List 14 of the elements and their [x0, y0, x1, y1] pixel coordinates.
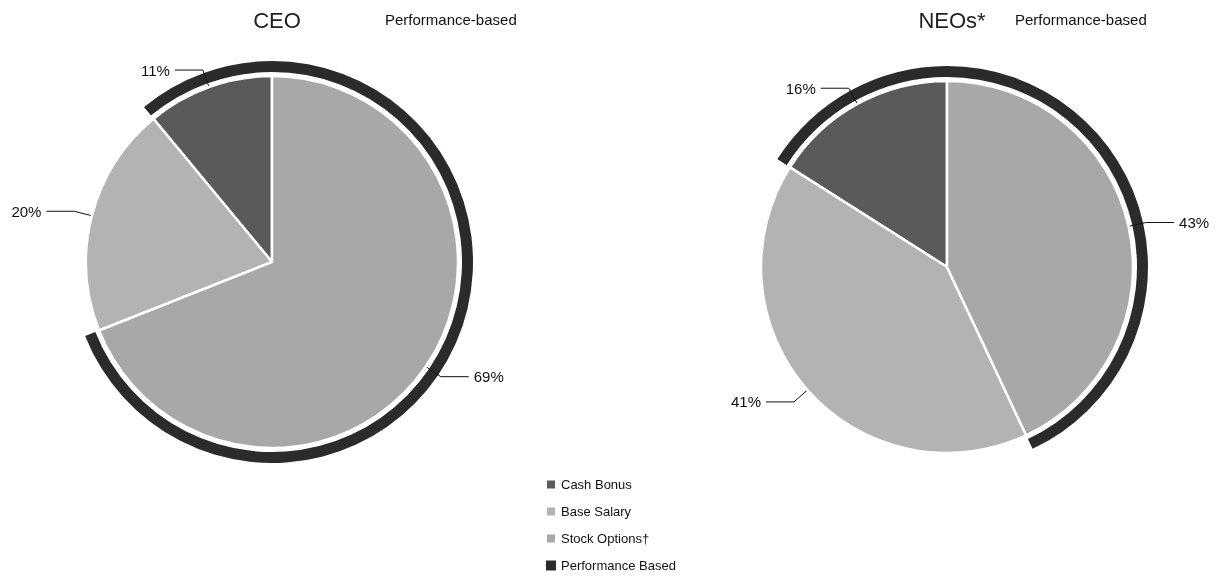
data-label: 43%: [1179, 214, 1210, 231]
text: Performance-based: [1015, 11, 1147, 28]
legend-label: Performance Based: [561, 558, 676, 573]
chart-title: CEO: [253, 7, 301, 33]
text: Performance-based: [385, 11, 517, 28]
data-label: 69%: [473, 368, 504, 386]
data-label: 20%: [11, 202, 42, 220]
legend-label: Stock Options†: [561, 531, 650, 546]
legend-label: Cash Bonus: [561, 477, 633, 492]
data-label: 41%: [730, 393, 761, 411]
chart-title: NEOs*: [918, 7, 987, 33]
legend-label: Base Salary: [561, 504, 632, 519]
data-label: 11%: [140, 61, 170, 79]
data-label: 16%: [785, 79, 816, 97]
